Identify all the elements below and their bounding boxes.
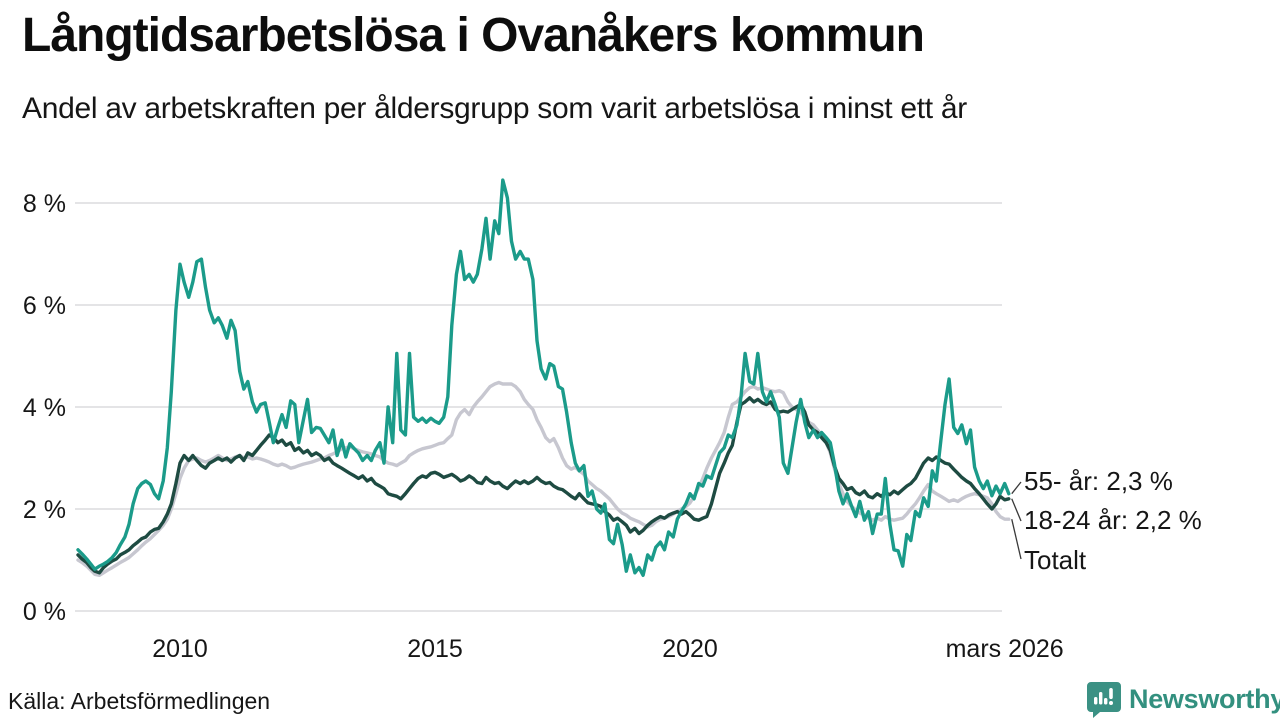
series-end-label-55-ar: 55- år: 2,3 % (1024, 466, 1173, 496)
leader-line-Totalt (1011, 519, 1022, 560)
x-tick-label-mars-2026: mars 2026 (946, 635, 1064, 663)
series-line-55--år (76, 178, 1011, 577)
series-line-Totalt (76, 380, 1011, 577)
newsworthy-logo: Newsworthy (1086, 681, 1280, 718)
series-end-label-18-24-ar: 18-24 år: 2,2 % (1024, 505, 1202, 535)
y-tick-label-6: 6 % (23, 292, 66, 320)
y-tick-label-4: 4 % (23, 394, 66, 422)
y-tick-label-2: 2 % (23, 496, 66, 524)
series-line-18-24-år (76, 396, 1011, 575)
page-title: Långtidsarbetslösa i Ovanåkers kommun (22, 9, 925, 62)
x-tick-label-2020: 2020 (662, 635, 718, 663)
newsworthy-logo-text: Newsworthy (1129, 684, 1280, 714)
leader-line-18-24-år (1011, 498, 1022, 522)
x-tick-label-2010: 2010 (152, 635, 208, 663)
source-note: Källa: Arbetsförmedlingen (8, 688, 271, 714)
series-end-label-totalt: Totalt (1024, 545, 1087, 575)
page-subtitle: Andel av arbetskraften per åldersgrupp s… (22, 92, 967, 125)
y-tick-label-0: 0 % (23, 598, 66, 626)
leader-line-55--år (1011, 481, 1022, 495)
x-tick-label-2015: 2015 (407, 635, 463, 663)
newsworthy-logo-icon (1087, 682, 1121, 718)
y-tick-label-8: 8 % (23, 190, 66, 218)
